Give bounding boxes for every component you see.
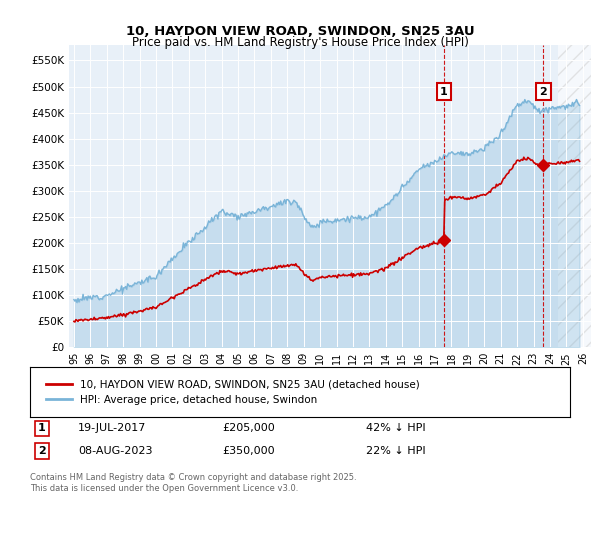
Text: Contains HM Land Registry data © Crown copyright and database right 2025.
This d: Contains HM Land Registry data © Crown c… [30, 473, 356, 493]
Text: 42% ↓ HPI: 42% ↓ HPI [366, 423, 425, 433]
Text: 2: 2 [38, 446, 46, 456]
Text: 08-AUG-2023: 08-AUG-2023 [78, 446, 152, 456]
Text: 10, HAYDON VIEW ROAD, SWINDON, SN25 3AU: 10, HAYDON VIEW ROAD, SWINDON, SN25 3AU [125, 25, 475, 38]
Text: 19-JUL-2017: 19-JUL-2017 [78, 423, 146, 433]
Text: Price paid vs. HM Land Registry's House Price Index (HPI): Price paid vs. HM Land Registry's House … [131, 36, 469, 49]
Legend: 10, HAYDON VIEW ROAD, SWINDON, SN25 3AU (detached house), HPI: Average price, de: 10, HAYDON VIEW ROAD, SWINDON, SN25 3AU … [41, 374, 425, 410]
Text: 22% ↓ HPI: 22% ↓ HPI [366, 446, 425, 456]
Text: 1: 1 [440, 87, 448, 97]
Text: £205,000: £205,000 [222, 423, 275, 433]
Text: 2: 2 [539, 87, 547, 97]
Text: 1: 1 [38, 423, 46, 433]
Text: £350,000: £350,000 [222, 446, 275, 456]
